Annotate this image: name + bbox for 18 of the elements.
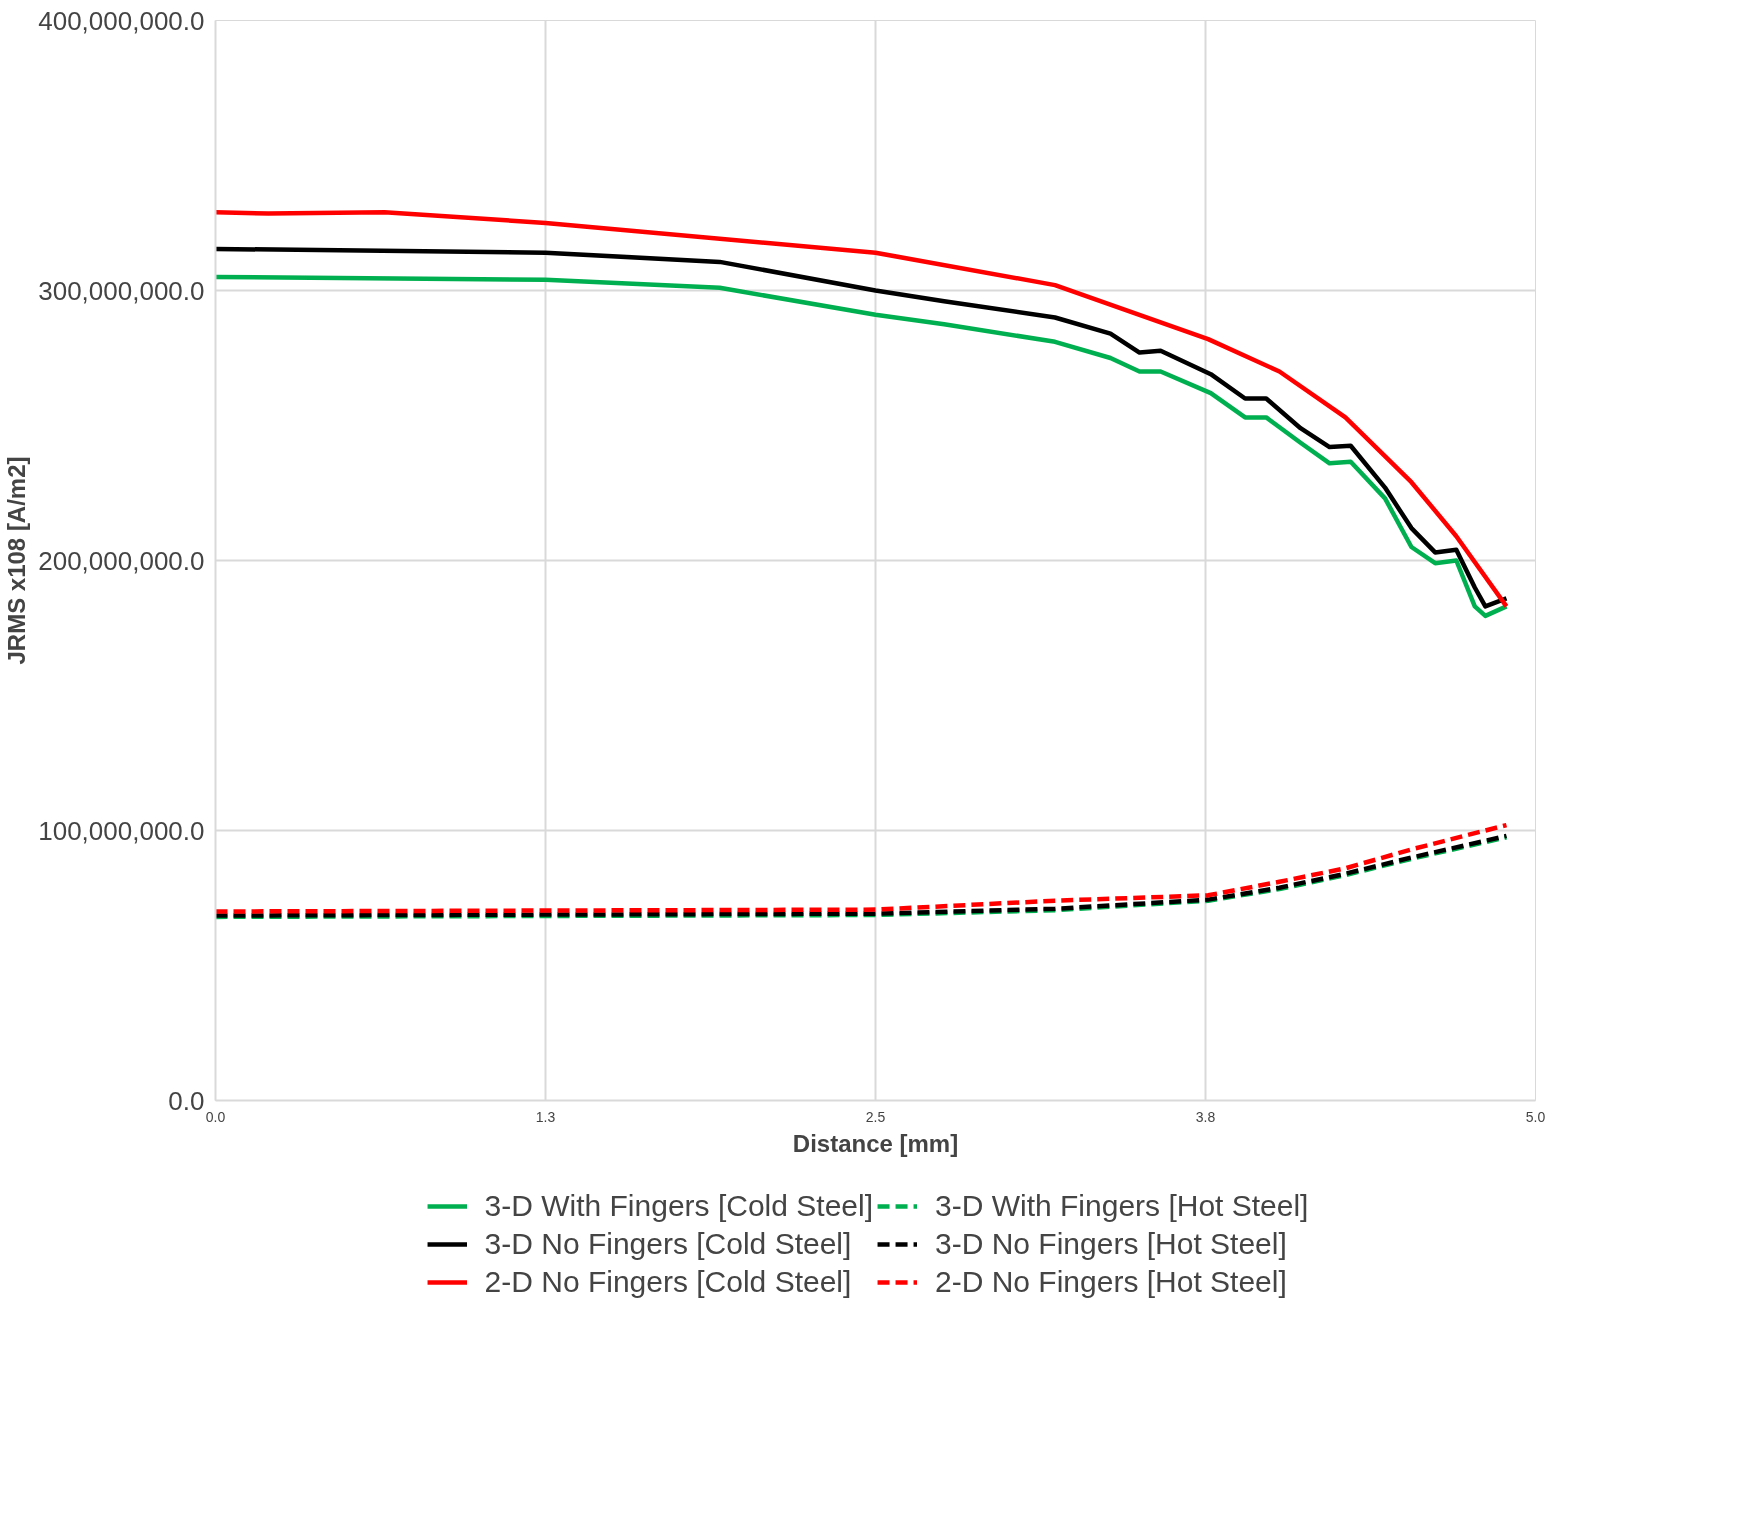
y-tick-label: 400,000,000.0 bbox=[38, 5, 205, 36]
x-tick-label: 0.0 bbox=[205, 1108, 226, 1125]
y-tick-label: 200,000,000.0 bbox=[38, 545, 205, 576]
legend-label: 3-D No Fingers [Hot Steel] bbox=[935, 1227, 1287, 1261]
x-tick-label: 5.0 bbox=[1525, 1108, 1546, 1125]
y-axis-title: JRMS x108 [A/m2] bbox=[3, 456, 31, 665]
x-axis-title: Distance [mm] bbox=[792, 1129, 959, 1157]
y-tick-label: 300,000,000.0 bbox=[38, 275, 205, 306]
legend-label: 2-D No Fingers [Cold Steel] bbox=[484, 1265, 852, 1299]
line-series bbox=[215, 822, 1509, 914]
legend-label: 3-D With Fingers [Cold Steel] bbox=[484, 1189, 874, 1223]
legend-label: 3-D No Fingers [Cold Steel] bbox=[484, 1227, 852, 1261]
x-tick-label: 1.3 bbox=[535, 1108, 556, 1125]
x-tick-label: 2.5 bbox=[865, 1108, 886, 1125]
x-tick-label: 3.8 bbox=[1195, 1108, 1216, 1125]
y-tick-label: 100,000,000.0 bbox=[38, 815, 205, 846]
legend-label: 2-D No Fingers [Hot Steel] bbox=[935, 1265, 1287, 1299]
legend-label: 3-D With Fingers [Hot Steel] bbox=[935, 1189, 1309, 1223]
